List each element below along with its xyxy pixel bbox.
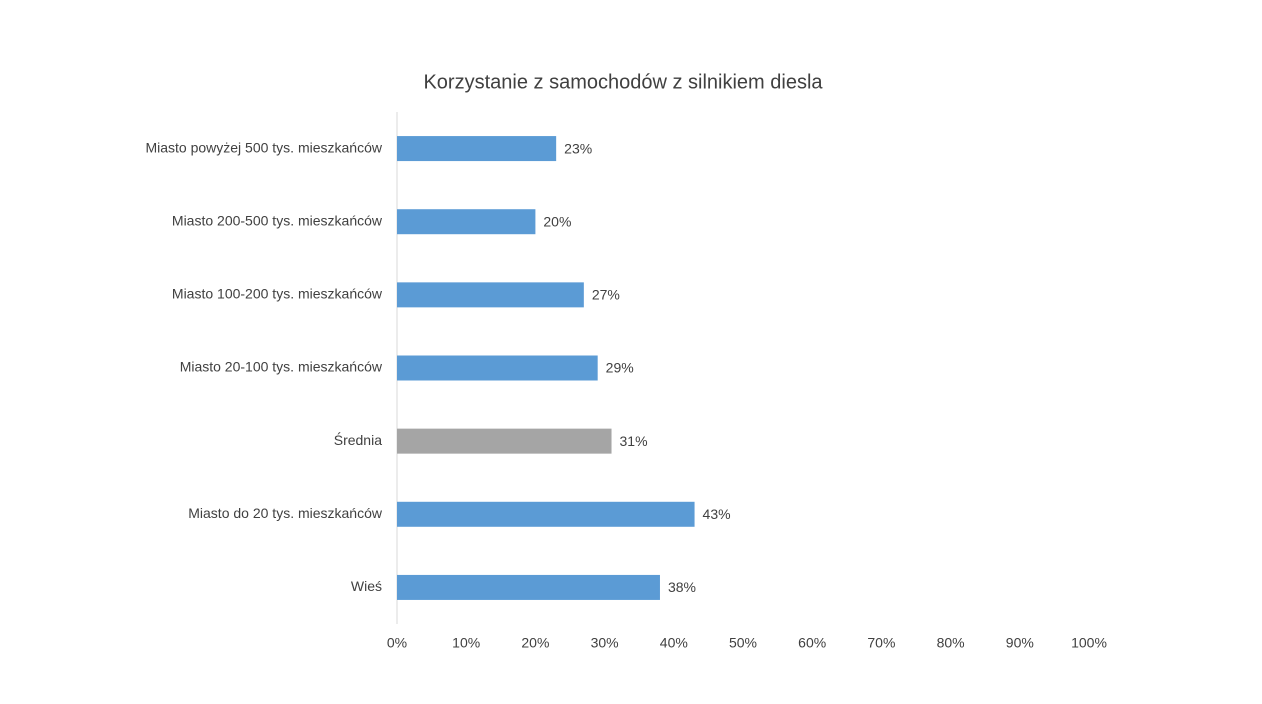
y-tick-label: Miasto powyżej 500 tys. mieszkańców [145,139,382,155]
value-label: 20% [543,213,571,229]
x-tick-label: 100% [1071,635,1107,651]
x-tick-label: 10% [452,635,480,651]
y-tick-label: Miasto 20-100 tys. mieszkańców [180,359,383,375]
x-tick-label: 50% [729,635,757,651]
value-label: 31% [620,433,648,449]
bar [397,136,557,162]
x-tick-label: 40% [660,635,688,651]
value-label: 23% [564,140,592,156]
bar [397,574,660,600]
y-tick-label: Miasto 100-200 tys. mieszkańców [172,286,383,302]
y-tick-label: Miasto 200-500 tys. mieszkańców [172,212,383,228]
bar [397,282,584,308]
bar [397,355,598,381]
y-tick-label: Miasto do 20 tys. mieszkańców [188,505,383,521]
x-tick-label: 30% [591,635,619,651]
y-tick-label: Średnia [334,431,382,448]
x-tick-label: 0% [387,635,407,651]
y-tick-label: Wieś [351,578,382,594]
value-label: 29% [606,360,634,376]
x-tick-label: 90% [1006,635,1034,651]
value-label: 38% [668,579,696,595]
value-label: 27% [592,287,620,303]
x-tick-label: 80% [937,635,965,651]
x-tick-label: 20% [521,635,549,651]
chart-title: Korzystanie z samochodów z silnikiem die… [423,71,823,93]
value-label: 43% [703,506,731,522]
x-tick-label: 60% [798,635,826,651]
bar [397,428,612,454]
x-tick-label: 70% [867,635,895,651]
bar [397,209,536,235]
bar [397,501,695,527]
